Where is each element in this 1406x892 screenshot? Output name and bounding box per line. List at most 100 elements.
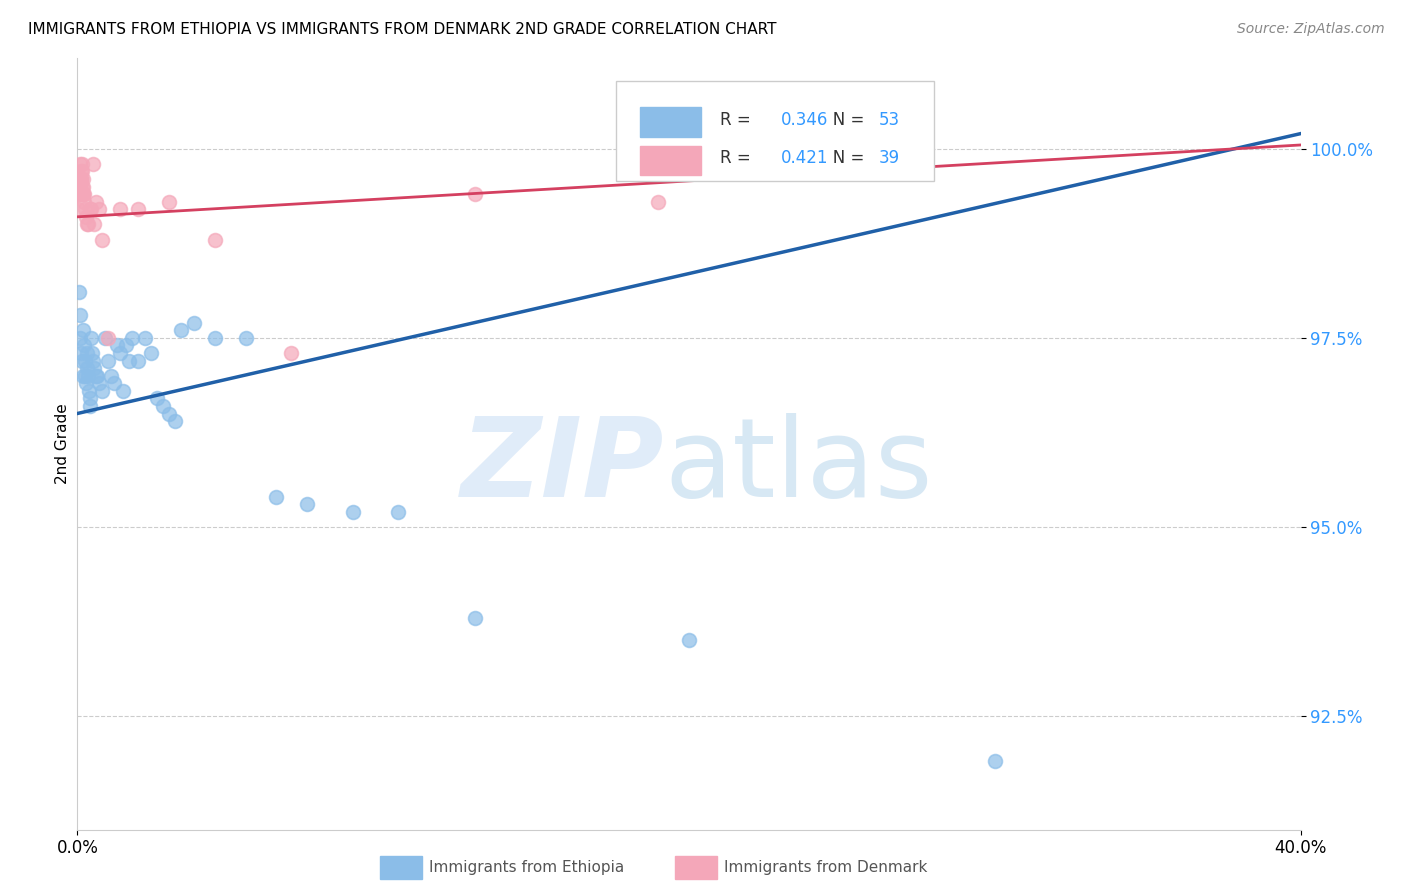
FancyBboxPatch shape	[640, 107, 702, 136]
Point	[146, 392, 169, 406]
Text: 53: 53	[879, 111, 900, 128]
Point	[76, 218, 98, 232]
Point	[67, 187, 90, 202]
Point	[70, 164, 93, 178]
Point	[97, 353, 120, 368]
Text: 0.346: 0.346	[780, 111, 828, 128]
Point	[69, 164, 91, 178]
Point	[77, 384, 100, 398]
Point	[204, 233, 226, 247]
Point	[295, 497, 318, 511]
Point	[72, 368, 94, 383]
Text: N =: N =	[817, 111, 870, 128]
Point	[73, 353, 96, 368]
Point	[280, 346, 302, 360]
Point	[115, 338, 138, 352]
Text: 39: 39	[879, 149, 900, 168]
Point	[72, 187, 94, 202]
Text: 0.421: 0.421	[780, 149, 828, 168]
Y-axis label: 2nd Grade: 2nd Grade	[55, 403, 70, 484]
Point	[73, 368, 96, 383]
Point	[157, 407, 180, 421]
Point	[165, 414, 187, 428]
Point	[891, 142, 914, 156]
Text: Immigrants from Denmark: Immigrants from Denmark	[724, 861, 928, 875]
Point	[77, 218, 100, 232]
Point	[69, 172, 91, 186]
Point	[70, 157, 93, 171]
Point	[69, 179, 91, 194]
Point	[76, 361, 98, 376]
Point	[73, 338, 96, 352]
Point	[108, 202, 131, 217]
Point	[342, 505, 364, 519]
Point	[84, 194, 107, 209]
Point	[100, 368, 122, 383]
Point	[387, 505, 409, 519]
Point	[105, 338, 128, 352]
Text: Source: ZipAtlas.com: Source: ZipAtlas.com	[1237, 22, 1385, 37]
Point	[87, 376, 110, 391]
Point	[127, 202, 149, 217]
Text: atlas: atlas	[665, 413, 934, 520]
Point	[984, 755, 1007, 769]
Text: ZIP: ZIP	[461, 413, 665, 520]
Point	[73, 202, 96, 217]
Text: R =: R =	[720, 111, 755, 128]
Point	[77, 368, 100, 383]
Point	[83, 361, 105, 376]
Point	[79, 202, 101, 217]
Point	[70, 179, 93, 194]
Point	[70, 187, 93, 202]
Point	[118, 353, 141, 368]
Point	[80, 202, 103, 217]
Point	[87, 202, 110, 217]
Point	[121, 331, 143, 345]
Point	[70, 346, 93, 360]
Point	[67, 285, 90, 300]
Point	[264, 490, 287, 504]
Point	[464, 611, 486, 625]
Point	[73, 187, 96, 202]
Point	[69, 179, 91, 194]
Point	[79, 392, 101, 406]
Point	[75, 210, 97, 224]
Point	[83, 218, 105, 232]
Point	[235, 331, 257, 345]
Point	[103, 376, 125, 391]
Point	[157, 194, 180, 209]
Point	[70, 353, 93, 368]
Point	[69, 157, 91, 171]
Point	[69, 308, 91, 322]
Point	[170, 323, 193, 337]
Point	[72, 172, 94, 186]
Text: N =: N =	[817, 149, 870, 168]
Point	[72, 179, 94, 194]
Point	[73, 194, 96, 209]
Point	[90, 384, 112, 398]
Point	[678, 633, 700, 648]
Text: IMMIGRANTS FROM ETHIOPIA VS IMMIGRANTS FROM DENMARK 2ND GRADE CORRELATION CHART: IMMIGRANTS FROM ETHIOPIA VS IMMIGRANTS F…	[28, 22, 776, 37]
Point	[139, 346, 162, 360]
Point	[127, 353, 149, 368]
Point	[75, 376, 97, 391]
Point	[108, 346, 131, 360]
Point	[67, 202, 90, 217]
Point	[76, 346, 98, 360]
Point	[84, 368, 107, 383]
Point	[70, 172, 93, 186]
Point	[80, 331, 103, 345]
Point	[86, 368, 108, 383]
Point	[82, 353, 104, 368]
Point	[152, 399, 174, 413]
Text: R =: R =	[720, 149, 755, 168]
Point	[112, 384, 135, 398]
Point	[204, 331, 226, 345]
Point	[82, 157, 104, 171]
Point	[79, 399, 101, 413]
FancyBboxPatch shape	[616, 81, 934, 181]
Point	[70, 172, 93, 186]
Point	[647, 194, 669, 209]
Text: Immigrants from Ethiopia: Immigrants from Ethiopia	[429, 861, 624, 875]
Point	[97, 331, 120, 345]
